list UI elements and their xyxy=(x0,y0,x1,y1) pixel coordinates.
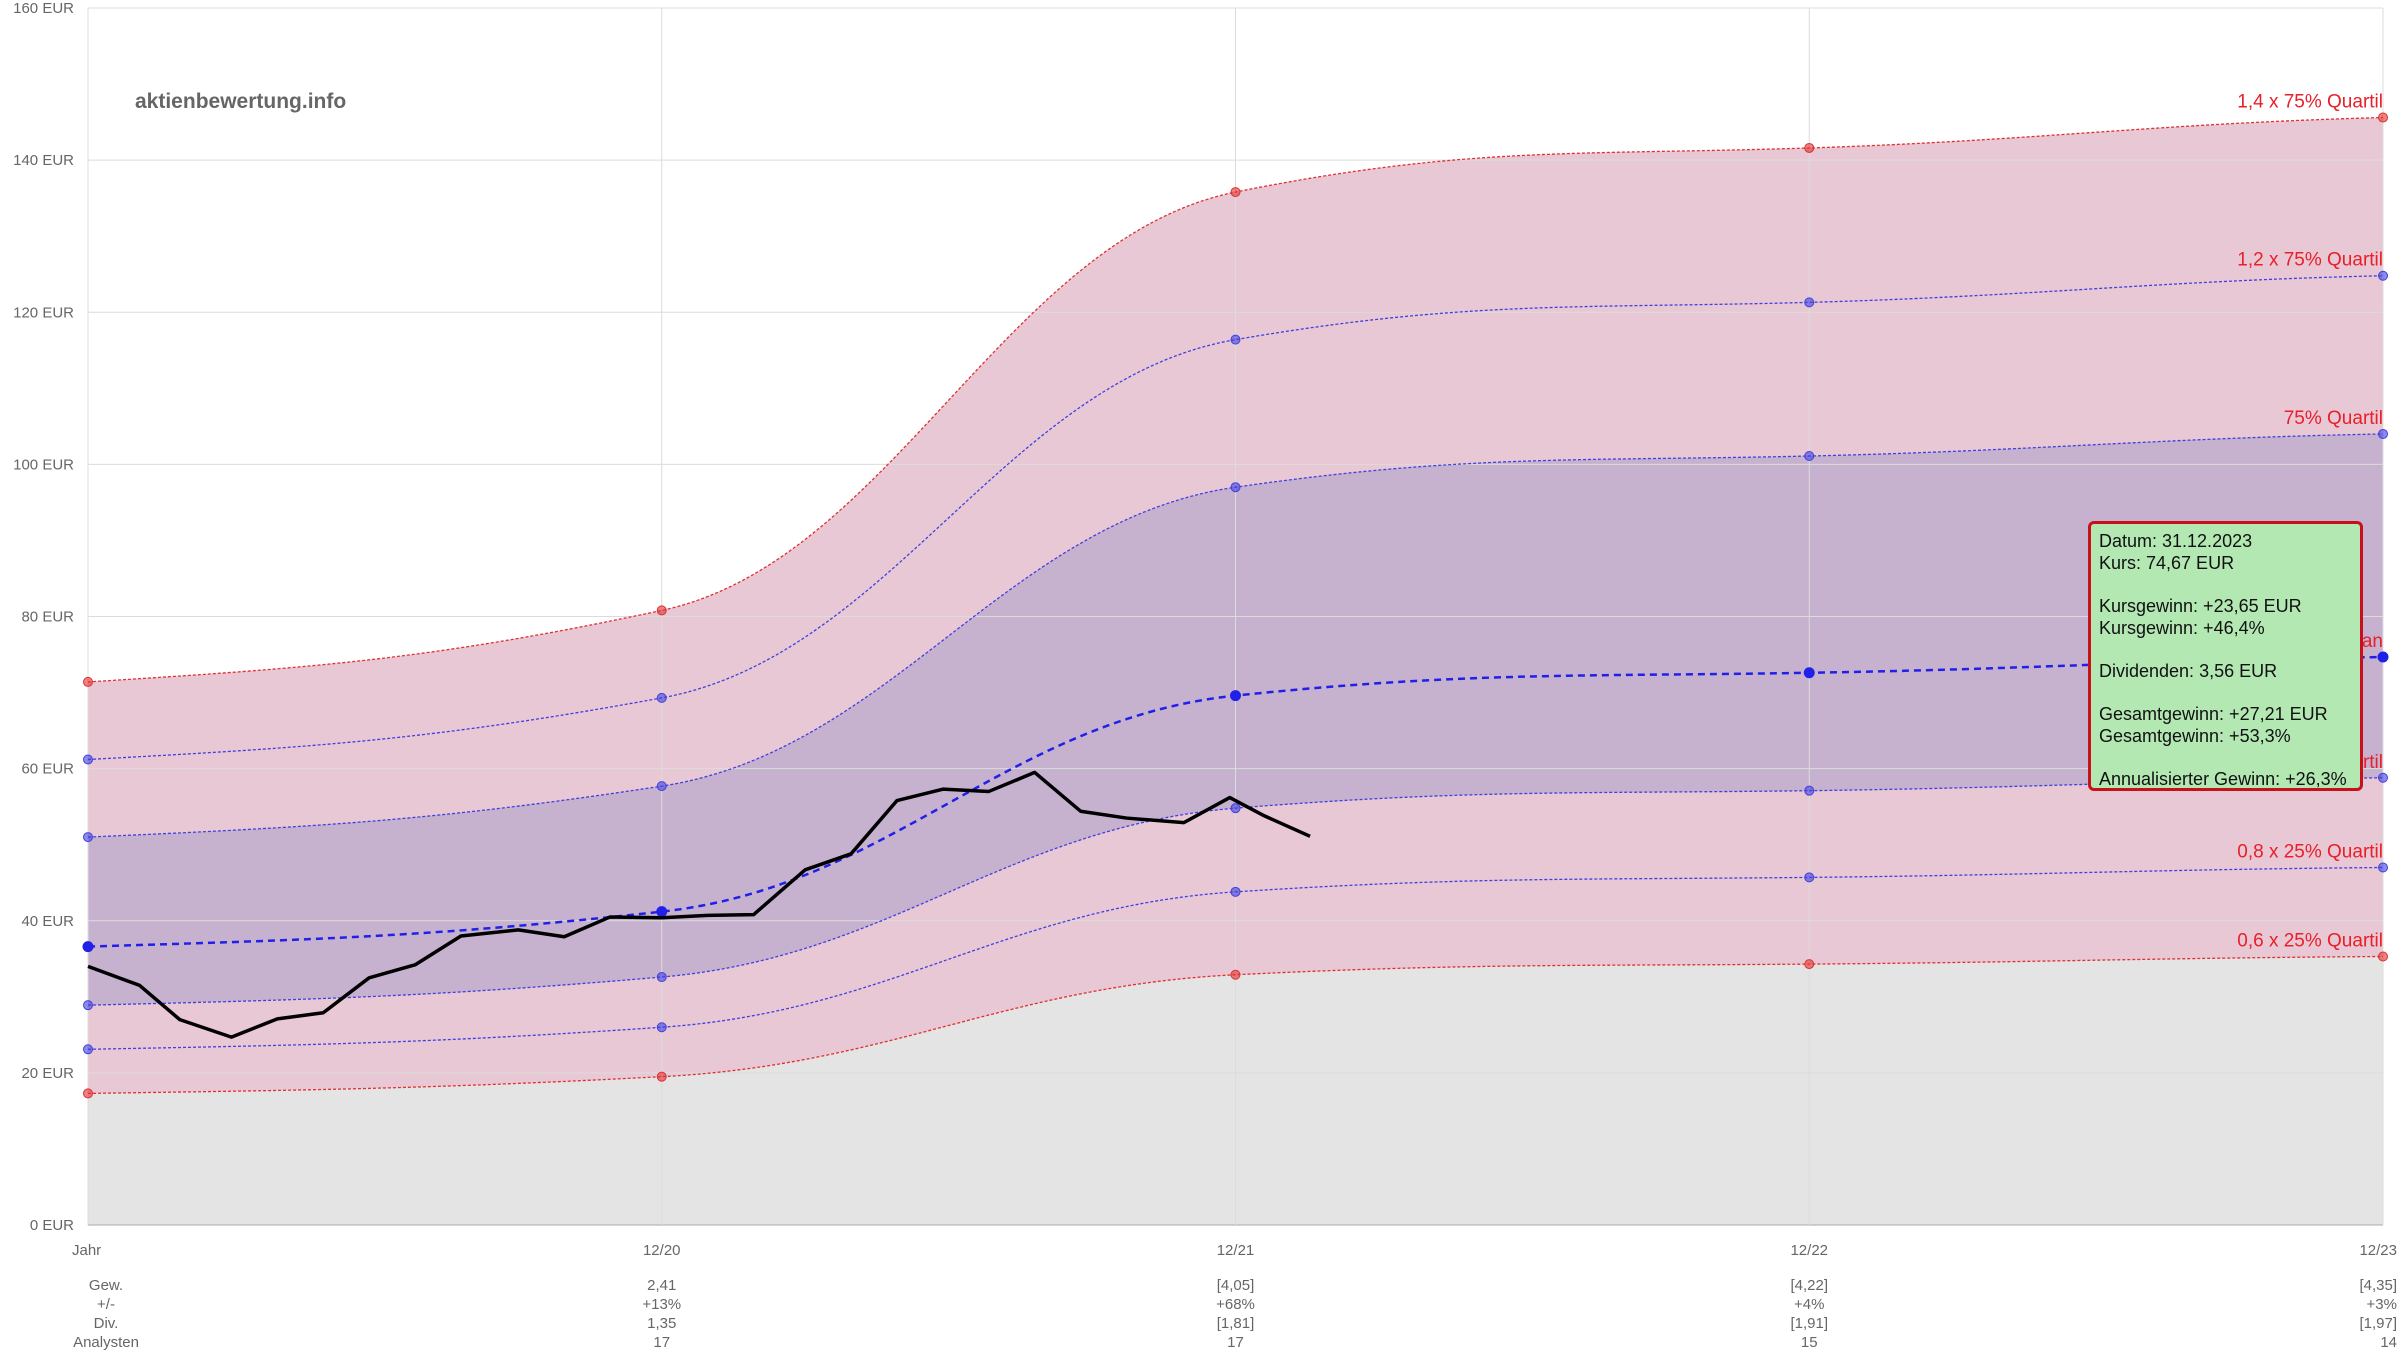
table-cell: [1,91] xyxy=(1790,1315,1828,1332)
band-point xyxy=(1804,451,1815,462)
band-point xyxy=(656,972,667,983)
band-point xyxy=(2378,862,2388,873)
band-point xyxy=(2378,270,2388,281)
grid-lines xyxy=(87,7,2384,1226)
band-point xyxy=(83,754,93,765)
y-tick-label: 60 EUR xyxy=(21,761,74,778)
y-tick-label: 20 EUR xyxy=(21,1065,74,1082)
table-cell: +13% xyxy=(642,1296,681,1313)
table-cell: +68% xyxy=(1216,1296,1255,1313)
band-point xyxy=(1804,297,1815,308)
table-cell: [1,97] xyxy=(2359,1315,2397,1332)
table-cell: 17 xyxy=(1227,1334,1244,1351)
band-label: 1,2 x 75% Quartil xyxy=(2237,250,2383,271)
tooltip-kurs: Kurs: 74,67 EUR xyxy=(2099,553,2235,573)
band-label: 1,4 x 75% Quartil xyxy=(2237,92,2383,113)
table-cell: +3% xyxy=(2367,1296,2397,1313)
x-tick-label: 12/22 xyxy=(1790,1242,1828,1259)
y-tick-label: 140 EUR xyxy=(13,152,74,169)
band-point xyxy=(656,692,667,703)
band-point xyxy=(656,605,667,616)
tooltip-box: Datum: 31.12.2023 Kurs: 74,67 EUR Kursge… xyxy=(2088,521,2363,791)
band-label: 0,6 x 25% Quartil xyxy=(2237,930,2383,951)
band-point xyxy=(1804,872,1815,883)
band-point xyxy=(656,1071,667,1082)
median-point xyxy=(82,941,94,953)
y-tick-label: 160 EUR xyxy=(13,0,74,17)
band-point xyxy=(1804,959,1815,970)
x-tick-label: Jahr xyxy=(72,1242,101,1259)
table-row-label: +/- xyxy=(97,1296,115,1313)
tooltip-kursgewinn-pct: Kursgewinn: +46,4% xyxy=(2099,618,2265,638)
median-point xyxy=(1230,690,1241,702)
table-row-label: Gew. xyxy=(89,1277,123,1294)
band-point xyxy=(1230,803,1241,814)
band-point xyxy=(83,1044,93,1055)
fundamentals-table: Gew. +/- Div. Analysten 2,41 +13% 1,35 17 [4,05]… xyxy=(73,1277,2397,1351)
table-cell: 14 xyxy=(2380,1334,2397,1351)
table-cell: [4,05] xyxy=(1217,1277,1255,1294)
y-tick-label: 120 EUR xyxy=(13,304,74,321)
band-point xyxy=(1804,785,1815,796)
tooltip-datum: Datum: 31.12.2023 xyxy=(2099,531,2253,551)
brand-watermark: aktienbewertung.info xyxy=(135,90,346,113)
band-point xyxy=(656,781,667,792)
tooltip-kursgewinn-eur: Kursgewinn: +23,65 EUR xyxy=(2099,596,2302,616)
table-row-label: Div. xyxy=(94,1315,119,1332)
band-point xyxy=(2378,112,2388,123)
table-cell: 17 xyxy=(653,1334,670,1351)
x-tick-label: 12/23 xyxy=(2359,1242,2397,1259)
band-point xyxy=(1230,886,1241,897)
y-tick-label: 0 EUR xyxy=(30,1217,74,1234)
table-cell: 15 xyxy=(1801,1334,1818,1351)
x-tick-label: 12/21 xyxy=(1217,1242,1255,1259)
table-cell: [4,22] xyxy=(1790,1277,1828,1294)
axis-labels: 0 EUR 20 EUR 40 EUR 60 EUR 80 EUR 100 EUR 120 … xyxy=(13,0,2397,1259)
y-tick-label: 40 EUR xyxy=(21,913,74,930)
tooltip-gesamtgewinn-eur: Gesamtgewinn: +27,21 EUR xyxy=(2099,704,2328,724)
band-label: 75% Quartil xyxy=(2284,408,2383,429)
band-point xyxy=(83,832,93,843)
median-point xyxy=(656,906,668,918)
table-cell: [1,81] xyxy=(1217,1315,1255,1332)
band-point xyxy=(2378,428,2388,439)
y-tick-label: 80 EUR xyxy=(21,609,74,626)
y-tick-label: 100 EUR xyxy=(13,456,74,473)
band-line xyxy=(87,433,2384,838)
price-line xyxy=(87,770,1311,1039)
band-point xyxy=(1230,187,1241,198)
band-point xyxy=(83,676,93,687)
band-point xyxy=(656,1022,667,1033)
median-point xyxy=(1803,667,1815,679)
table-cell: [4,35] xyxy=(2359,1277,2397,1294)
band-point xyxy=(83,1088,93,1099)
x-tick-label: 12/20 xyxy=(643,1242,681,1259)
band-point xyxy=(1230,482,1241,493)
band-point xyxy=(2378,772,2388,783)
price-series xyxy=(87,770,1311,1039)
band-point xyxy=(1230,969,1241,980)
table-cell: 2,41 xyxy=(647,1277,676,1294)
band-point xyxy=(1804,142,1815,153)
tooltip-gesamtgewinn-pct: Gesamtgewinn: +53,3% xyxy=(2099,726,2291,746)
tooltip-annualisiert: Annualisierter Gewinn: +26,3% xyxy=(2099,769,2347,789)
band-point xyxy=(2378,951,2388,962)
table-row-label: Analysten xyxy=(73,1334,139,1351)
band-point xyxy=(1230,334,1241,345)
table-cell: +4% xyxy=(1794,1296,1824,1313)
band-label: 0,8 x 25% Quartil xyxy=(2237,842,2383,863)
table-cell: 1,35 xyxy=(647,1315,676,1332)
tooltip-dividenden: Dividenden: 3,56 EUR xyxy=(2099,661,2278,681)
median-point xyxy=(2377,651,2389,663)
band-point xyxy=(83,1000,93,1011)
